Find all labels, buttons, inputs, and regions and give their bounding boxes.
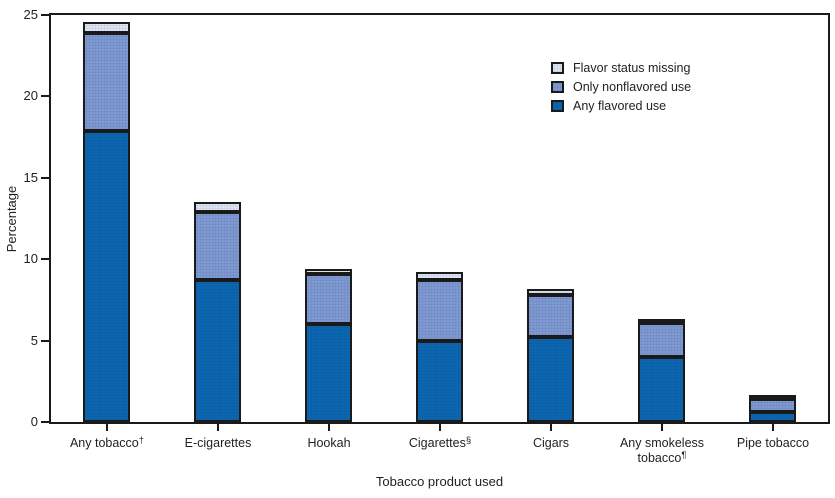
bar-segment-any-flavored-use bbox=[527, 337, 574, 422]
y-tick-label: 20 bbox=[23, 88, 38, 104]
y-tick-label: 10 bbox=[23, 251, 38, 267]
bar-segment-only-nonflavored-use bbox=[83, 32, 130, 131]
legend-item: Flavor status missing bbox=[551, 60, 691, 75]
footnote-marker: ¶ bbox=[681, 450, 687, 461]
bar-segment-flavor-status-missing bbox=[416, 272, 463, 281]
y-axis-title: Percentage bbox=[4, 185, 19, 253]
y-tick-mark bbox=[41, 258, 49, 261]
x-category-label-line: Pipe tobacco bbox=[736, 436, 810, 450]
bar-segment-any-flavored-use bbox=[194, 280, 241, 422]
x-tick-mark bbox=[550, 424, 552, 431]
x-category-label: Hookah bbox=[254, 436, 404, 451]
x-category-label-line: E-cigarettes bbox=[184, 436, 252, 450]
y-tick-mark bbox=[41, 176, 49, 179]
x-category-label: Any tobacco† bbox=[32, 436, 182, 451]
bar-segment-only-nonflavored-use bbox=[194, 212, 241, 281]
x-tick-mark bbox=[217, 424, 219, 431]
bar-segment-only-nonflavored-use bbox=[638, 322, 685, 357]
x-category-label: Any smokeless tobacco¶ bbox=[587, 436, 737, 466]
footnote-marker: † bbox=[138, 435, 145, 446]
legend-label: Only nonflavored use bbox=[573, 79, 692, 94]
legend-label: Any flavored use bbox=[573, 98, 667, 113]
x-category-label-line: Any smokeless bbox=[619, 436, 705, 450]
x-category-label: Pipe tobacco bbox=[698, 436, 835, 451]
bar-segment-flavor-status-missing bbox=[527, 288, 574, 296]
y-tick-label: 5 bbox=[30, 332, 38, 348]
bar-segment-flavor-status-missing bbox=[83, 21, 130, 33]
x-axis-title: Tobacco product used bbox=[375, 474, 504, 489]
bar-segment-flavor-status-missing bbox=[749, 395, 796, 400]
x-category-label-line: Hookah bbox=[307, 436, 351, 450]
legend-swatch-only-nonflavored-use bbox=[551, 81, 564, 93]
legend: Flavor status missing Only nonflavored us… bbox=[551, 60, 692, 119]
legend-item: Any flavored use bbox=[551, 98, 691, 113]
x-tick-mark bbox=[772, 424, 774, 431]
bar-segment-any-flavored-use bbox=[638, 356, 685, 422]
bar-segment-any-flavored-use bbox=[83, 130, 130, 422]
x-category-label: Cigars bbox=[476, 436, 626, 451]
x-tick-mark bbox=[661, 424, 663, 431]
bar-segment-flavor-status-missing bbox=[305, 268, 352, 274]
bar-segment-only-nonflavored-use bbox=[416, 280, 463, 341]
bar-segment-flavor-status-missing bbox=[638, 318, 685, 323]
x-category-label: E-cigarettes bbox=[143, 436, 293, 451]
x-category-label-line: Any tobacco† bbox=[69, 435, 145, 450]
y-tick-label: 25 bbox=[23, 7, 38, 22]
y-tick-mark bbox=[41, 421, 49, 423]
bar-segment-any-flavored-use bbox=[305, 324, 352, 422]
bar-segment-any-flavored-use bbox=[416, 340, 463, 422]
legend-label: Flavor status missing bbox=[573, 60, 691, 75]
y-tick-mark bbox=[41, 339, 49, 342]
x-tick-mark bbox=[439, 424, 441, 431]
bar-segment-flavor-status-missing bbox=[194, 202, 241, 212]
x-category-label: Cigarettes§ bbox=[365, 436, 515, 451]
y-tick-mark bbox=[41, 95, 49, 98]
bar-segment-only-nonflavored-use bbox=[305, 273, 352, 325]
bar-segment-any-flavored-use bbox=[749, 412, 796, 422]
bar-segment-only-nonflavored-use bbox=[527, 295, 574, 338]
x-tick-mark bbox=[106, 424, 108, 431]
y-tick-label: 0 bbox=[30, 414, 38, 429]
y-tick-label: 15 bbox=[23, 169, 38, 185]
bar-segment-only-nonflavored-use bbox=[749, 399, 796, 413]
legend-swatch-flavor-status-missing bbox=[551, 62, 564, 74]
x-category-label-line: tobacco¶ bbox=[637, 450, 687, 465]
x-category-label-line: Cigars bbox=[532, 436, 570, 450]
footnote-marker: § bbox=[465, 435, 472, 446]
legend-item: Only nonflavored use bbox=[551, 79, 692, 94]
y-tick-mark bbox=[41, 14, 49, 16]
legend-swatch-any-flavored-use bbox=[551, 100, 564, 112]
plot-area bbox=[49, 13, 830, 424]
x-tick-mark bbox=[328, 424, 330, 431]
x-category-label-line: Cigarettes§ bbox=[408, 435, 472, 450]
